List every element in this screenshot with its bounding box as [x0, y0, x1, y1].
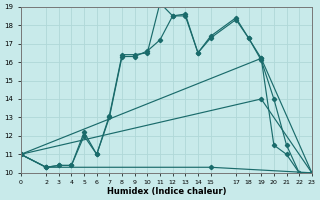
X-axis label: Humidex (Indice chaleur): Humidex (Indice chaleur) — [107, 187, 226, 196]
